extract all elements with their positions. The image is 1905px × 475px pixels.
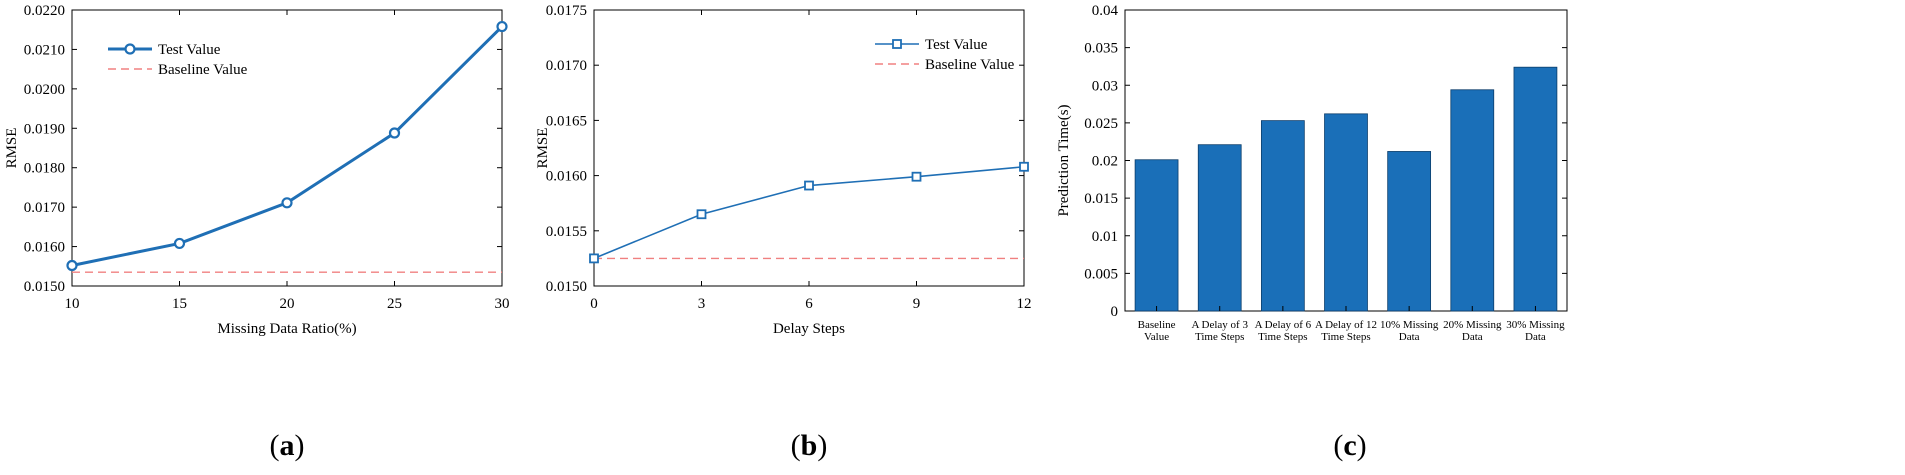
y-tick-label: 0.0170: [24, 200, 65, 216]
test-value-point: [496, 20, 508, 33]
legend-test-marker: [124, 43, 136, 55]
y-tick-label: 0.0160: [24, 240, 65, 256]
x-tick-label: 10: [65, 296, 80, 312]
y-tick-label: 0.035: [1084, 41, 1118, 57]
x-category-label: 30% Missing: [1506, 319, 1565, 331]
x-category-label: 20% Missing: [1443, 319, 1502, 331]
test-value-line: [593, 165, 1025, 260]
test-value-point: [388, 127, 401, 139]
x-axis-label: Missing Data Ratio(%): [217, 321, 356, 337]
y-axis-label: Prediction Time(s): [1056, 104, 1072, 216]
x-axis-label: Delay Steps: [773, 321, 845, 337]
x-category-label: A Delay of 3: [1191, 319, 1248, 331]
bar: [1197, 144, 1242, 312]
y-axis-label: RMSE: [535, 128, 551, 169]
y-tick-label: 0.015: [1084, 191, 1118, 207]
x-tick-label: 12: [1017, 296, 1032, 312]
x-category-label: Data: [1399, 331, 1420, 343]
y-tick-label: 0.0165: [546, 113, 587, 129]
x-category-label: Data: [1525, 331, 1546, 343]
panel-label: (a): [270, 429, 305, 462]
legend-test-label: Test Value: [158, 42, 221, 58]
bar: [1324, 113, 1368, 312]
x-category-label: Baseline: [1138, 319, 1176, 331]
test-value-point: [589, 253, 599, 264]
x-tick-label: 6: [805, 296, 813, 312]
test-value-point: [1019, 161, 1029, 172]
x-tick-label: 25: [387, 296, 402, 312]
panel-b-rmse-vs-delay-steps: 0.0150 0.0155 0.0160 0.0165 0.0170 0.0175 0 3 6 9…: [535, 3, 1032, 462]
y-tick-label: 0.005: [1084, 266, 1118, 282]
x-category-label: Value: [1144, 331, 1169, 343]
y-tick-label: 0.0180: [24, 161, 65, 177]
panel-label: (c): [1333, 429, 1366, 462]
x-tick-label: 20: [280, 296, 295, 312]
y-tick-label: 0.0175: [546, 3, 587, 19]
x-tick-label: 3: [698, 296, 706, 312]
y-tick-label: 0.0150: [24, 279, 65, 295]
test-value-point: [696, 209, 707, 220]
bar: [1260, 120, 1305, 312]
y-tick-label: 0.0155: [546, 224, 587, 240]
y-tick-label: 0: [1111, 304, 1119, 320]
legend-baseline-label: Baseline Value: [925, 57, 1015, 73]
y-axis-label: RMSE: [4, 128, 20, 169]
x-category-label: Time Steps: [1321, 331, 1370, 343]
y-tick-label: 0.02: [1092, 154, 1118, 170]
y-tick-label: 0.0190: [24, 121, 65, 137]
test-value-point: [66, 259, 78, 272]
test-value-point: [911, 171, 922, 182]
panel-c-prediction-time-bars: 0 0.005 0.01 0.015 0.02 0.025 0.03 0.035 0.04 Bas…: [1056, 3, 1568, 462]
y-tick-label: 0.0160: [546, 169, 587, 185]
y-tick-label: 0.0200: [24, 82, 65, 98]
y-tick-label: 0.0210: [24, 42, 65, 58]
x-category-label: Data: [1462, 331, 1483, 343]
bar: [1134, 159, 1179, 312]
x-tick-label: 15: [172, 296, 187, 312]
y-tick-label: 0.03: [1092, 78, 1118, 94]
test-value-point: [173, 237, 186, 250]
legend-test-marker: [892, 39, 902, 49]
y-tick-label: 0.0220: [24, 3, 65, 19]
bar: [1387, 151, 1432, 312]
x-tick-label: 30: [495, 296, 510, 312]
legend-test-label: Test Value: [925, 37, 988, 53]
panel-a-rmse-vs-missing-ratio: 0.0150 0.0160 0.0170 0.0180 0.0190 0.0200 0.02…: [4, 3, 510, 462]
x-category-label: Time Steps: [1258, 331, 1307, 343]
y-tick-label: 0.0170: [546, 58, 587, 74]
y-tick-label: 0.04: [1092, 3, 1119, 19]
test-value-point: [804, 180, 814, 191]
y-tick-label: 0.025: [1084, 116, 1118, 132]
x-category-label: A Delay of 6: [1255, 319, 1312, 331]
x-category-label: Time Steps: [1195, 331, 1244, 343]
bar: [1450, 89, 1495, 312]
y-tick-label: 0.0150: [546, 279, 587, 295]
x-tick-label: 0: [590, 296, 598, 312]
x-category-label: A Delay of 12: [1315, 319, 1377, 331]
bar: [1513, 66, 1558, 312]
y-tick-label: 0.01: [1092, 229, 1118, 245]
legend-baseline-label: Baseline Value: [158, 62, 248, 78]
x-category-label: 10% Missing: [1380, 319, 1439, 331]
x-tick-label: 9: [913, 296, 921, 312]
test-value-point: [281, 197, 293, 209]
panel-label: (b): [791, 429, 828, 462]
